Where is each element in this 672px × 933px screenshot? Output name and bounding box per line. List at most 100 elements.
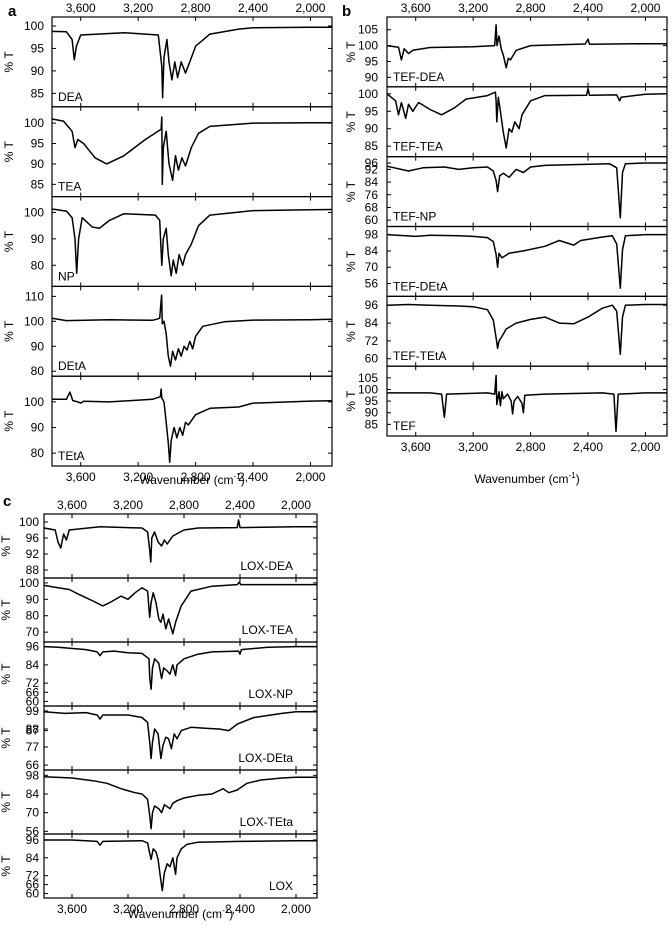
y-tick-label: 99 (26, 704, 40, 718)
y-tick-label: 98 (365, 228, 379, 242)
spectrum-line (51, 26, 332, 99)
y-tick-label: 76 (365, 188, 379, 202)
y-tick-label: 85 (31, 86, 45, 100)
spectrum-line (44, 839, 317, 892)
y-tick-label: 80 (31, 258, 45, 272)
x-tick-label-top: 2,800 (516, 1, 546, 15)
y-axis-label: % T (0, 855, 13, 877)
sample-label: LOX-DEta (238, 751, 293, 765)
y-tick-label: 72 (26, 676, 40, 690)
spectrum-line (51, 208, 333, 277)
subplot-frame (51, 106, 333, 198)
y-axis-label: % T (344, 250, 358, 272)
y-tick-label: 56 (365, 277, 379, 291)
subplot-dea: 85 90 95 100 % T DEA (2, 16, 333, 108)
y-tick-label: 95 (31, 41, 45, 55)
spectrum-line (52, 388, 333, 463)
y-axis-label: % T (344, 111, 358, 133)
y-tick-label: 96 (26, 833, 40, 847)
sample-label: TEA (58, 180, 81, 194)
y-tick-label: 80 (26, 609, 40, 623)
x-tick-label-top: 3,200 (113, 498, 143, 512)
y-tick-label: 96 (26, 531, 40, 545)
sample-label: DEA (58, 90, 83, 104)
x-axis-title: Wavenumber (cm-1) (139, 472, 244, 487)
y-tick-label: 90 (365, 406, 379, 420)
y-tick-label: 100 (24, 205, 44, 219)
x-tick-label-bottom: 3,600 (66, 470, 96, 484)
spectrum-line (51, 116, 332, 186)
x-tick-label-bottom: 3,200 (458, 440, 488, 454)
spectrum-line (43, 775, 317, 830)
x-tick-label-bottom: 2,000 (630, 440, 660, 454)
y-tick-label: 100 (358, 39, 378, 53)
y-axis-label: % T (344, 390, 358, 412)
y-tick-label: 90 (365, 122, 379, 136)
sample-label: DEtA (58, 359, 86, 373)
subplot-tea: 85 90 95 100 % T TEA (2, 106, 333, 198)
y-tick-label: 92 (365, 162, 379, 176)
spectrum-line (43, 710, 317, 760)
panel-letter: a (8, 3, 17, 20)
y-tick-label: 90 (31, 339, 45, 353)
y-tick-label: 70 (26, 806, 40, 820)
y-axis-label: % T (0, 535, 13, 557)
x-axis-title: Wavenumber (cm-1) (474, 471, 579, 486)
subplot-np: 80 90 100 % T NP (2, 196, 333, 288)
x-tick-label-bottom: 2,800 (516, 440, 546, 454)
spectrum-line (387, 374, 667, 433)
y-tick-label: 110 (25, 289, 44, 303)
y-tick-label: 60 (365, 213, 379, 227)
y-tick-label: 84 (365, 316, 379, 330)
x-tick-label-bottom: 2,400 (238, 470, 268, 484)
y-tick-label: 96 (365, 156, 379, 170)
y-tick-label: 95 (365, 54, 379, 68)
y-tick-label: 100 (358, 87, 378, 101)
panel-letter: c (3, 493, 11, 510)
sample-label: NP (58, 269, 75, 283)
subplot-frame (51, 16, 333, 108)
spectrum-line (51, 294, 333, 367)
x-tick-label-top: 2,000 (630, 1, 660, 15)
y-tick-label: 98 (26, 768, 40, 782)
y-tick-label: 105 (358, 371, 378, 385)
y-tick-label: 70 (365, 260, 379, 274)
panel-b: b 3,600 3,600 3,200 3,200 2,800 2,800 2,400 2,40… (342, 1, 668, 486)
subplot-tef-teta: 60 72 84 96 % T TEF-TEtA (344, 295, 668, 367)
y-tick-label: 88 (26, 563, 40, 577)
x-tick-label-top: 3,200 (123, 1, 153, 15)
x-tick-label-bottom: 2,400 (573, 440, 603, 454)
y-tick-label: 66 (26, 685, 40, 699)
x-tick-label-top: 2,800 (181, 1, 211, 15)
subplot-frame (51, 285, 333, 377)
sample-label: TEF-TEA (393, 140, 443, 154)
y-axis-label: % T (2, 230, 16, 252)
y-tick-label: 100 (24, 395, 44, 409)
y-tick-label: 66 (26, 878, 40, 892)
sample-label: TEF-TEtA (393, 349, 446, 363)
spectrum-line (386, 24, 667, 69)
sample-label: LOX-DEA (240, 559, 293, 573)
spectrum-line (43, 519, 317, 563)
y-tick-label: 92 (26, 547, 40, 561)
y-axis-label: % T (344, 41, 358, 63)
y-axis-label: % T (344, 180, 358, 202)
subplot-lox-dea: 88 92 96 100 % T LOX-DEA (0, 513, 318, 579)
spectrum-line (386, 233, 667, 289)
y-axis-label: % T (0, 791, 13, 813)
sample-label: TEF (393, 419, 416, 433)
y-tick-label: 100 (24, 314, 44, 328)
spectrum-line (386, 87, 668, 149)
y-tick-label: 84 (26, 658, 40, 672)
y-tick-label: 84 (26, 787, 40, 801)
x-tick-label-bottom: 2,000 (295, 470, 325, 484)
x-tick-label-bottom: 2,400 (225, 902, 255, 916)
y-tick-label: 85 (365, 139, 379, 153)
y-tick-label: 70 (26, 625, 40, 639)
y-tick-label: 84 (365, 175, 379, 189)
x-tick-label-bottom: 3,200 (113, 902, 143, 916)
y-axis-label: % T (2, 320, 16, 342)
